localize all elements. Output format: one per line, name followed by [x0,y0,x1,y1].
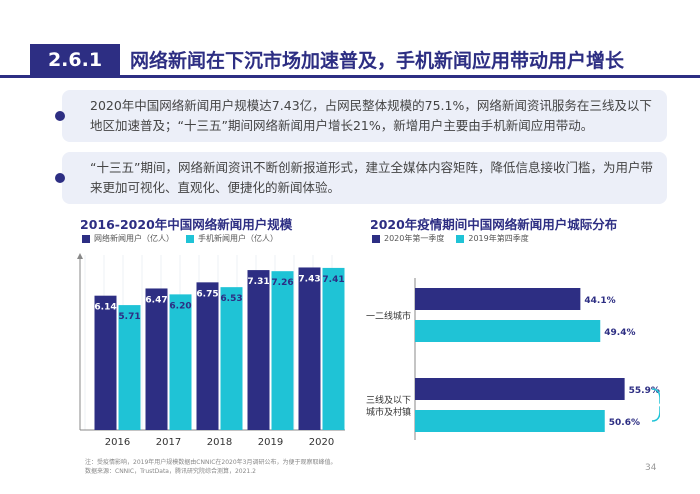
chart-1-legend: 网络新闻用户（亿人） 手机新闻用户（亿人） [82,233,278,244]
bar [247,270,270,430]
data-label: 6.75 [196,289,218,299]
data-label: 7.43 [298,274,320,284]
legend-item-series-1: 网络新闻用户（亿人） [82,233,174,244]
x-tick-label: 2019 [258,437,283,448]
page-number: 34 [645,463,657,473]
legend-swatch [186,234,194,243]
bullet-dot-icon [55,111,65,121]
legend-item-series-2: 手机新闻用户（亿人） [186,233,278,244]
legend-swatch [82,234,90,243]
data-label: 7.31 [247,277,269,287]
brace-icon [651,388,660,422]
y-axis-arrow-icon [77,253,83,259]
y-tick-label: 城市及村镇 [366,406,411,418]
section-number: 2.6.1 [30,44,120,75]
bar [94,295,117,430]
legend-label: 手机新闻用户（亿人） [198,234,278,243]
data-label: 7.26 [271,278,293,288]
bar [169,294,192,430]
data-label: 44.1% [584,296,615,306]
header-bar: 2.6.1 网络新闻在下沉市场加速普及，手机新闻应用带动用户增长 [0,44,700,78]
y-tick-label: 一二线城市 [366,310,411,322]
legend-swatch [372,234,380,243]
chart-1-svg: 6.145.71 2016 6.476.20 2017 6.75 6.53 2018 7.31… [77,253,345,448]
bullet-box-1: 2020年中国网络新闻用户规模达7.43亿，占网民整体规模的75.1%，网络新闻… [55,90,667,142]
bullet-box-2: “十三五”期间，网络新闻资讯不断创新报道形式，建立全媒体内容矩阵，降低信息接收门… [55,152,667,204]
bar [298,267,321,430]
bar [145,288,168,430]
bar [322,267,345,430]
chart-1-title: 2016-2020年中国网络新闻用户规模 [80,217,293,232]
footnote-line-2: 数据来源：CNNIC，TrustData，腾讯研究院综合测算，2021.2 [85,468,256,475]
bar [196,282,219,430]
page-title: 网络新闻在下沉市场加速普及，手机新闻应用带动用户增长 [130,50,625,72]
chart-2-title: 2020年疫情期间中国网络新闻用户城际分布 [370,217,618,232]
data-label: 7.41 [322,275,344,285]
bar [271,271,294,430]
data-label: 50.6% [609,418,640,428]
legend-label: 网络新闻用户（亿人） [94,234,174,243]
y-tick-label: 三线及以下 [366,394,411,406]
bullet-dot-icon [55,173,65,183]
bar [415,378,625,400]
bar [415,288,581,310]
bar [220,287,243,430]
data-label: 6.47 [145,295,167,305]
legend-item-series-1: 2020年第一季度 [372,233,444,244]
data-label: 5.71 [118,312,140,322]
x-tick-label: 2016 [105,437,130,448]
legend-item-series-2: 2019年第四季度 [456,233,529,244]
data-label: 49.4% [604,328,635,338]
bar [118,305,141,430]
x-tick-label: 2017 [156,437,181,448]
data-label: 6.53 [220,294,242,304]
data-label: 6.20 [169,301,191,311]
footnote: 注：受疫情影响，2019年用户规模数据由CNNIC在2020年3月调研公布，为便… [85,458,336,476]
bullet-text-2: “十三五”期间，网络新闻资讯不断创新报道形式，建立全媒体内容矩阵，降低信息接收门… [90,160,653,195]
data-label: 6.14 [94,303,116,313]
footnote-line-1: 注：受疫情影响，2019年用户规模数据由CNNIC在2020年3月调研公布，为便… [85,459,337,466]
chart-2-legend: 2020年第一季度 2019年第四季度 [372,233,529,244]
bullet-text-1: 2020年中国网络新闻用户规模达7.43亿，占网民整体规模的75.1%，网络新闻… [90,98,652,133]
bar [415,320,601,342]
bar [415,410,605,432]
x-tick-label: 2020 [309,437,334,448]
legend-label: 2019年第四季度 [468,234,529,243]
legend-swatch [456,234,465,243]
legend-label: 2020年第一季度 [384,234,445,243]
x-tick-label: 2018 [207,437,232,448]
data-label: 55.9% [629,386,660,396]
